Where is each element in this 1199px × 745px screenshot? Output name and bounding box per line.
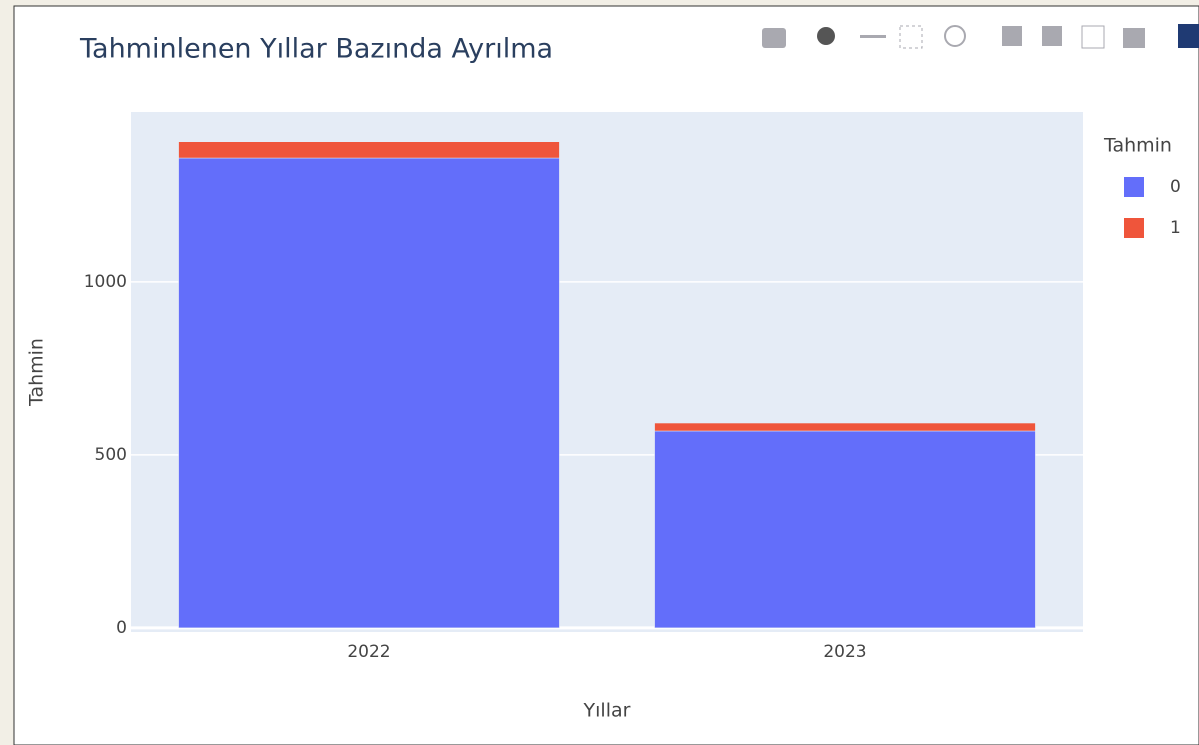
bar	[654, 422, 1036, 432]
bar	[178, 157, 560, 629]
legend-swatch	[1124, 218, 1144, 238]
lasso-icon[interactable]	[944, 25, 966, 47]
legend-swatch	[1124, 177, 1144, 197]
camera-icon[interactable]	[762, 28, 786, 48]
logo-icon[interactable]	[1178, 24, 1199, 48]
x-tick-label: 2022	[347, 642, 390, 662]
y-tick-label: 500	[95, 445, 127, 465]
toolbar	[762, 24, 1199, 49]
bar	[654, 430, 1036, 629]
bar	[178, 141, 560, 159]
select-icon[interactable]	[899, 25, 923, 49]
legend-title: Tahmin	[1103, 135, 1172, 157]
x-tick-label: 2023	[823, 642, 866, 662]
x-axis-title: Yıllar	[583, 700, 631, 722]
reset-icon[interactable]	[1123, 28, 1145, 48]
zoom-out-icon[interactable]	[1042, 26, 1062, 46]
y-tick-label: 1000	[84, 272, 127, 292]
zoom-in-icon[interactable]	[1002, 26, 1022, 46]
pan-icon[interactable]	[860, 35, 886, 38]
legend-label: 1	[1170, 218, 1181, 238]
y-tick-label: 0	[116, 618, 127, 638]
autoscale-icon[interactable]	[1081, 25, 1105, 49]
legend-label: 0	[1170, 177, 1181, 197]
chart-title: Tahminlenen Yıllar Bazında Ayrılma	[79, 34, 553, 65]
y-axis-title: Tahmin	[26, 338, 48, 407]
zoom-icon[interactable]	[817, 27, 835, 45]
